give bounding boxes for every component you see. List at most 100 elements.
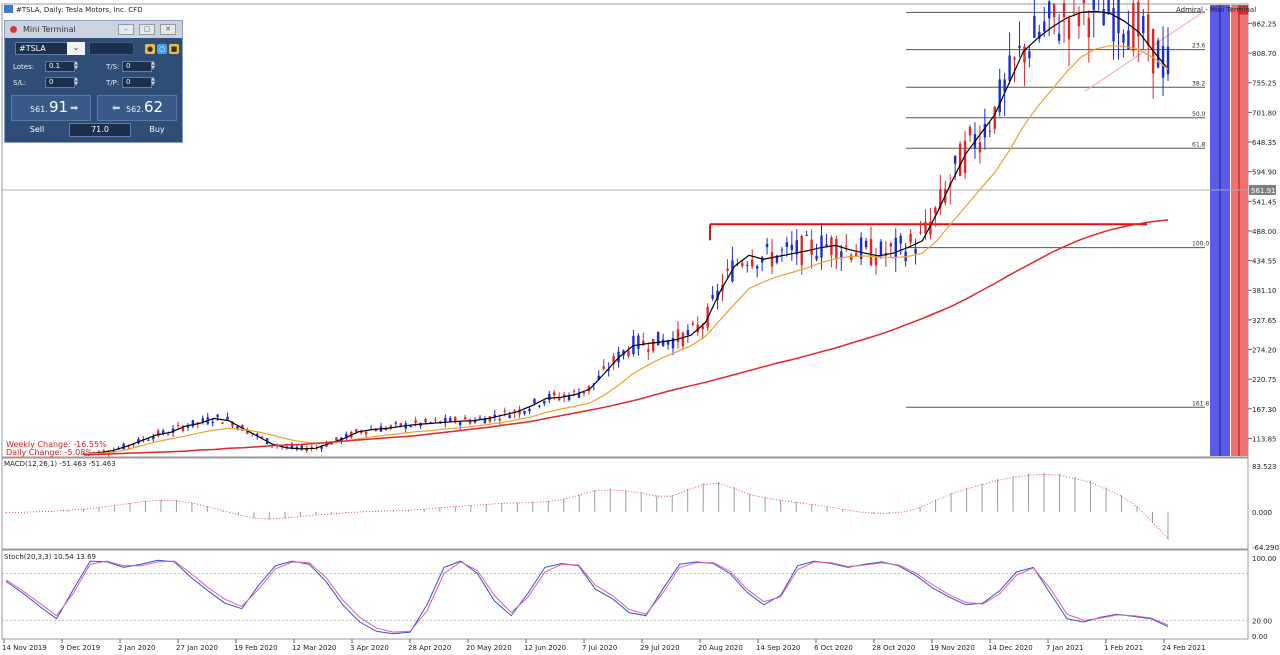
candle-body [1102, 9, 1105, 26]
tp-input[interactable]: 0 [122, 77, 152, 88]
chart-menu-icon[interactable] [4, 5, 13, 13]
ts-value: 0 [126, 62, 131, 70]
mini-terminal-titlebar[interactable]: Mini Terminal – ▢ ✕ [5, 21, 182, 38]
candle-body [1052, 4, 1056, 18]
candle-body [988, 130, 992, 132]
candle-body [355, 429, 358, 432]
macd-axis-label: 0.000 [1252, 509, 1272, 517]
minimize-icon[interactable]: – [118, 24, 134, 35]
candle-body [1132, 3, 1135, 51]
candle-body [1062, 3, 1066, 18]
candle-body [790, 244, 794, 251]
candle-body [1033, 16, 1036, 38]
candle-body [1043, 21, 1046, 32]
price-axis-label: 648.35 [1252, 139, 1277, 147]
candle-body [1137, 1, 1140, 37]
price-axis-label: 113.85 [1252, 435, 1277, 443]
candle-body [1087, 17, 1091, 38]
candle-body [1122, 33, 1125, 43]
candle-body [473, 419, 477, 423]
mini-terminal[interactable]: Mini Terminal – ▢ ✕ #TSLA ⌄ ● ○ ■ Lotes:… [4, 20, 183, 143]
candle-body [1003, 79, 1006, 92]
candle-body [810, 239, 813, 255]
symbol-extra-field[interactable] [89, 42, 134, 55]
x-axis-label: 3 Apr 2020 [350, 644, 389, 652]
candle-body [845, 245, 848, 247]
candle-body [572, 390, 576, 392]
candle-body [983, 123, 987, 138]
ts-stepper[interactable]: ▲ ▼ [151, 60, 155, 71]
candle-body [656, 331, 660, 346]
candle-body [850, 254, 853, 260]
candle-body [894, 237, 897, 258]
candle-body [374, 429, 378, 432]
candle-body [587, 385, 591, 392]
ts-input[interactable]: 0 [122, 61, 152, 72]
x-axis-label: 7 Jul 2020 [582, 644, 617, 652]
sell-price-button[interactable]: 561. 91 ➡ [11, 95, 91, 121]
close-indicator-icon[interactable] [1239, 5, 1249, 15]
candle-body [1161, 46, 1165, 78]
price-axis-label: 381.10 [1252, 287, 1277, 295]
candle-body [246, 429, 249, 434]
candle-body [780, 249, 784, 251]
candle-body [567, 395, 571, 401]
x-axis-label: 19 Nov 2020 [930, 644, 975, 652]
candle-body [186, 426, 190, 428]
candle-body [795, 240, 798, 255]
candle-body [889, 243, 893, 247]
buy-price-small: 562. [126, 105, 144, 114]
chevron-down-icon[interactable]: ⌄ [67, 42, 85, 55]
terminal-logo-icon [10, 26, 17, 33]
candle-body [201, 418, 204, 423]
stoch-line [5, 559, 1169, 635]
candle-body [444, 417, 447, 423]
candle-body [909, 233, 912, 243]
candle-body [553, 392, 556, 396]
candle-body [1048, 1, 1051, 19]
volume-input[interactable]: 71.0 [69, 123, 131, 137]
lots-input[interactable]: 0.1 [45, 61, 75, 72]
x-axis-label: 2 Jan 2020 [118, 644, 156, 652]
macd-axis-label: -64.290 [1252, 544, 1279, 552]
daily-change: Daily Change: -5.08% [6, 448, 93, 457]
price-axis-label: 488.00 [1252, 228, 1277, 236]
candle-body [424, 419, 427, 423]
maximize-icon[interactable]: ▢ [139, 24, 155, 35]
price-axis-label: 862.25 [1252, 20, 1277, 28]
tp-stepper[interactable]: ▲ ▼ [151, 76, 155, 87]
buy-button[interactable]: Buy [149, 125, 165, 134]
candle-body [914, 248, 917, 254]
sl-input[interactable]: 0 [45, 77, 75, 88]
lots-stepper[interactable]: ▲ ▼ [74, 60, 78, 71]
fibo-label: 61.8 [1192, 141, 1206, 148]
candle-body [869, 238, 873, 266]
candle-body [805, 234, 808, 236]
price-axis-label: 541.45 [1252, 198, 1277, 206]
lock-icon[interactable]: ● [145, 44, 155, 54]
candle-body [647, 349, 650, 352]
candle-body [493, 414, 497, 418]
candle-body [399, 423, 402, 427]
candle-body [414, 420, 417, 424]
x-axis-label: 19 Feb 2020 [234, 644, 278, 652]
fibo-label: 50.0 [1192, 111, 1206, 118]
x-axis-label: 1 Feb 2021 [1104, 644, 1143, 652]
price-axis-label: 701.80 [1252, 109, 1277, 117]
candle-body [632, 335, 635, 355]
x-axis-label: 28 Oct 2020 [872, 644, 915, 652]
candle-body [1107, 0, 1110, 13]
close-icon[interactable]: ✕ [160, 24, 176, 35]
candle-body [300, 445, 303, 449]
sl-stepper[interactable]: ▲ ▼ [74, 76, 78, 87]
price-axis-label: 808.70 [1252, 50, 1277, 58]
stoch-axis-label: 100.00 [1252, 555, 1277, 563]
buy-price-button[interactable]: ⬅ 562. 62 [97, 95, 177, 121]
sell-button[interactable]: Sell [29, 125, 45, 134]
candle-body [815, 255, 818, 260]
candle-body [557, 397, 561, 400]
info-icon[interactable]: ■ [169, 44, 179, 54]
x-axis-label: 14 Nov 2019 [2, 644, 47, 652]
x-axis-label: 20 May 2020 [466, 644, 512, 652]
settings-icon[interactable]: ○ [157, 44, 167, 54]
